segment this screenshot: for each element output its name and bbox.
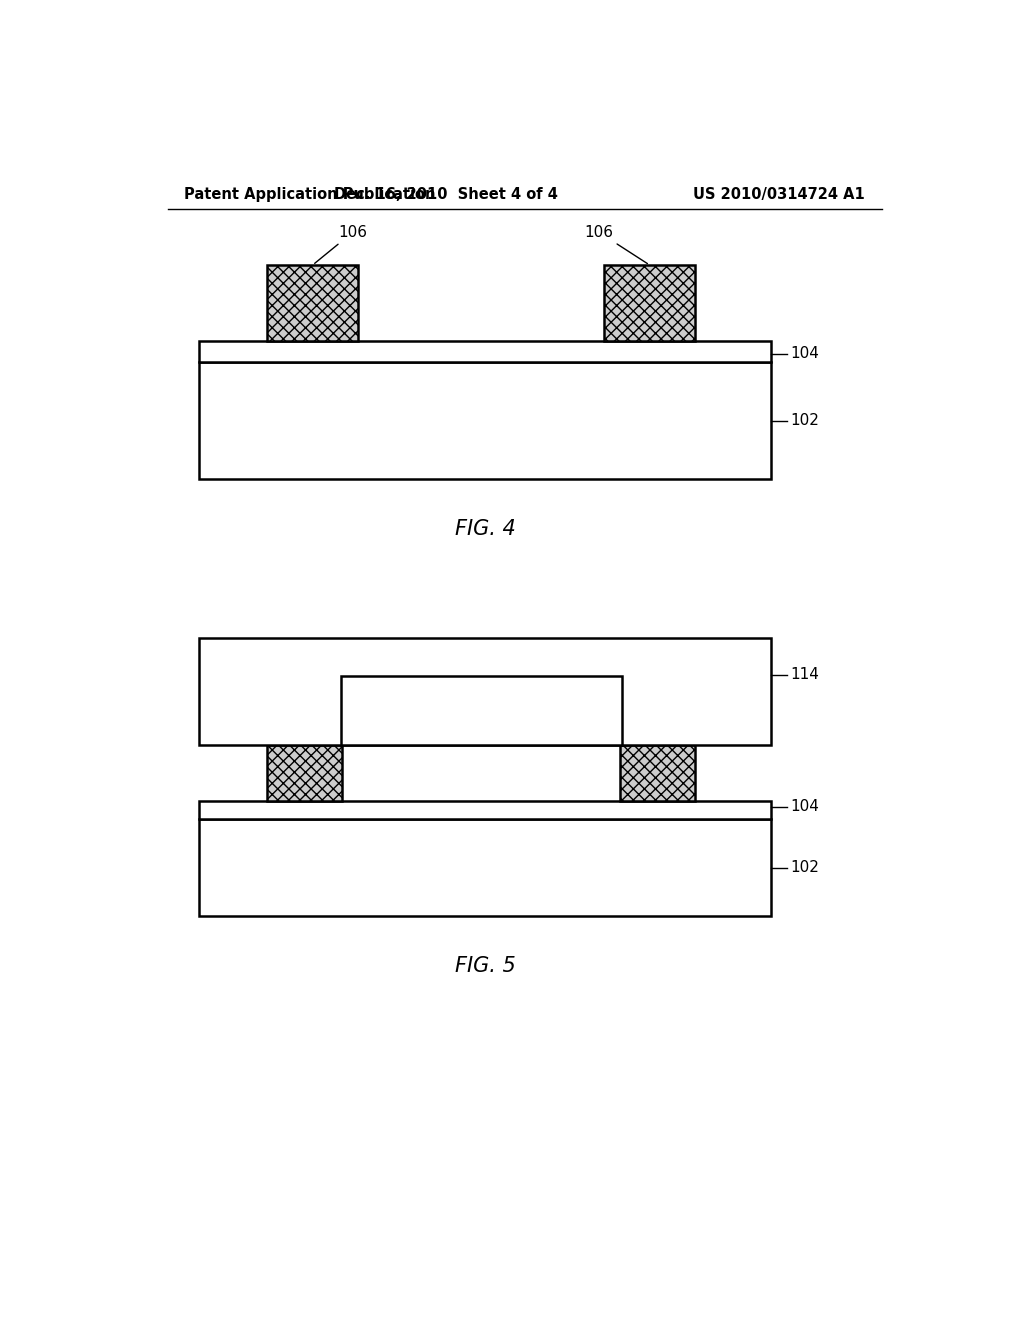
- Bar: [200, 638, 771, 744]
- Bar: [200, 818, 771, 916]
- Bar: [200, 342, 771, 362]
- Bar: [341, 676, 622, 744]
- Bar: [200, 801, 771, 818]
- Bar: [604, 265, 695, 342]
- Bar: [267, 265, 358, 342]
- Text: FIG. 4: FIG. 4: [455, 519, 515, 540]
- Text: 102: 102: [791, 413, 819, 428]
- Text: Patent Application Publication: Patent Application Publication: [183, 187, 435, 202]
- Text: 114: 114: [791, 667, 819, 682]
- Text: Dec. 16, 2010  Sheet 4 of 4: Dec. 16, 2010 Sheet 4 of 4: [334, 187, 557, 202]
- Bar: [267, 744, 342, 801]
- Bar: [200, 362, 771, 479]
- Text: FIG. 5: FIG. 5: [455, 957, 515, 977]
- Text: 104: 104: [791, 346, 819, 362]
- Text: 106: 106: [314, 224, 368, 264]
- Text: US 2010/0314724 A1: US 2010/0314724 A1: [693, 187, 864, 202]
- Text: 104: 104: [791, 800, 819, 814]
- Text: 106: 106: [585, 224, 647, 264]
- Text: 102: 102: [791, 861, 819, 875]
- Bar: [620, 744, 695, 801]
